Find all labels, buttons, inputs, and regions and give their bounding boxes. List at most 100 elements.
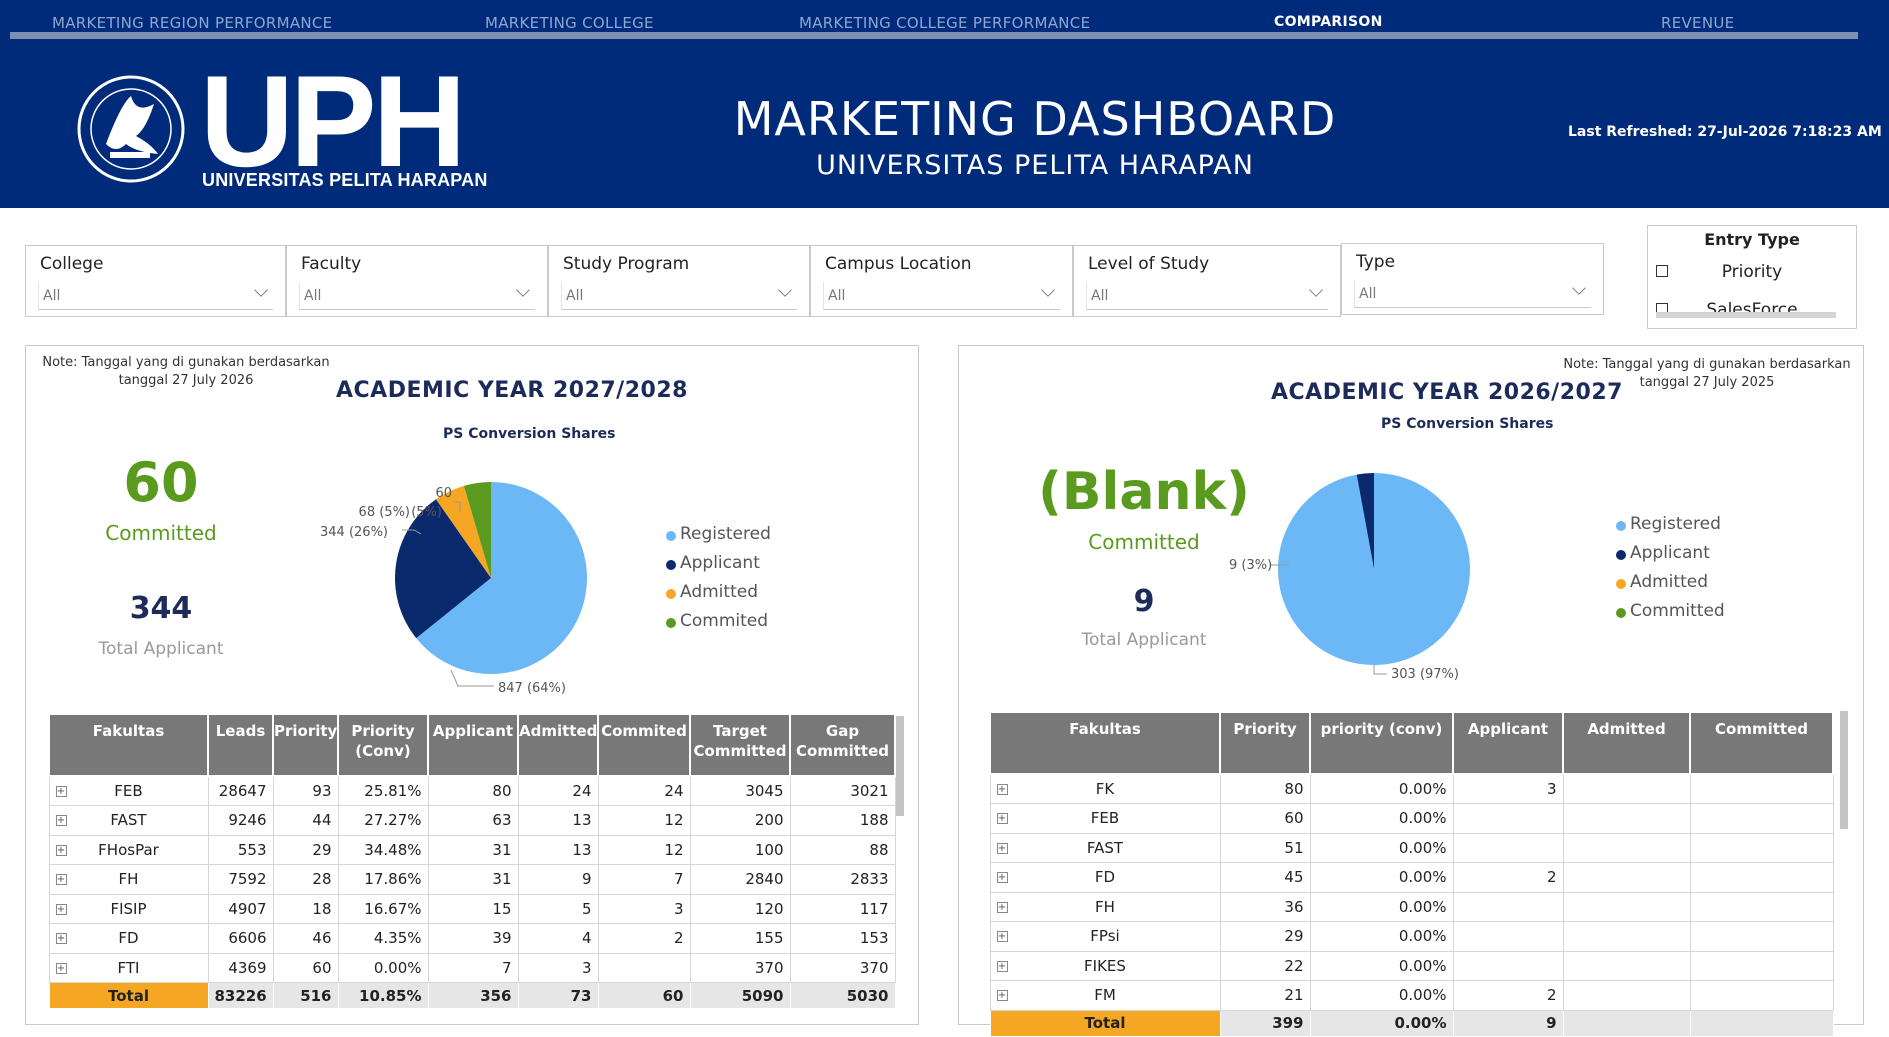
table-cell: 21 <box>1219 980 1311 1011</box>
pie-slice-commited[interactable] <box>463 482 491 578</box>
faculty-name: FHosPar <box>98 840 159 859</box>
college-dropdown[interactable]: All <box>38 282 273 310</box>
filter-study-program: Study Program All <box>548 245 810 317</box>
expand-icon[interactable]: + <box>55 786 67 797</box>
pie-slice-admitted[interactable] <box>436 485 491 578</box>
table-cell: 31 <box>427 864 519 895</box>
column-header[interactable]: Fakultas <box>989 711 1221 775</box>
faculty-cell: + FISIP <box>48 893 209 924</box>
expand-icon[interactable]: + <box>996 813 1008 824</box>
table-cell: 45 <box>1219 862 1311 893</box>
table-cell: 39 <box>427 923 519 954</box>
checkbox[interactable] <box>1656 265 1668 277</box>
nav-divider <box>10 32 1858 39</box>
legend-item-committed[interactable]: Committed <box>1616 601 1725 630</box>
table-cell: 80 <box>427 775 519 806</box>
expand-icon[interactable]: + <box>996 784 1008 795</box>
nav-revenue[interactable]: REVENUE <box>1661 14 1735 32</box>
committed-value: 60 <box>123 451 199 514</box>
column-header[interactable]: Priority (Conv) <box>337 713 429 777</box>
nav-comparison[interactable]: COMPARISON <box>1274 14 1383 30</box>
pie-slice-applicant[interactable] <box>395 499 491 639</box>
total-row: Total 83226 516 10.85% 356 73 60 5090 5030 <box>48 982 896 1009</box>
filter-label: Type <box>1356 252 1396 272</box>
pie-slice-registered[interactable] <box>416 482 587 674</box>
expand-icon[interactable]: + <box>55 844 67 856</box>
expand-icon[interactable]: + <box>55 815 67 826</box>
nav-marketing-region-performance[interactable]: MARKETING REGION PERFORMANCE <box>52 14 333 32</box>
legend-item-admitted[interactable]: Admitted <box>666 582 771 611</box>
column-header[interactable]: Priority <box>1219 711 1311 775</box>
expand-icon[interactable]: + <box>996 872 1008 883</box>
level-of-study-dropdown[interactable]: All <box>1086 282 1328 310</box>
table-cell: 553 <box>207 834 274 865</box>
expand-icon[interactable]: + <box>55 933 67 944</box>
legend-item-applicant[interactable]: Applicant <box>666 553 771 582</box>
entry-option-priority[interactable]: Priority <box>1648 262 1856 282</box>
legend-label: Commited <box>680 611 769 631</box>
column-header[interactable]: Admitted <box>1562 711 1691 775</box>
column-header[interactable]: Leads <box>207 713 274 777</box>
table-cell: 120 <box>689 893 791 924</box>
table-cell: 200 <box>689 805 791 836</box>
uph-logo-text: UPH <box>200 48 466 194</box>
table-vertical-scrollbar[interactable] <box>1840 711 1848 829</box>
faculty-dropdown[interactable]: All <box>299 282 535 310</box>
pie-data-label: 847 (64%) <box>498 681 566 696</box>
column-header[interactable]: Fakultas <box>48 713 209 777</box>
pie-slice-applicant[interactable] <box>1356 473 1374 569</box>
campus-location-dropdown[interactable]: All <box>823 282 1060 310</box>
total-cell: 356 <box>427 982 519 1009</box>
uph-emblem-icon <box>77 75 185 183</box>
faculty-name: FK <box>1095 780 1115 798</box>
horizontal-scrollbar[interactable] <box>1656 312 1836 318</box>
expand-icon[interactable]: + <box>55 903 67 915</box>
column-header[interactable]: Gap Committed <box>789 713 896 777</box>
study-program-dropdown[interactable]: All <box>561 282 797 310</box>
table-cell <box>1452 891 1564 922</box>
pie-label-leader <box>1373 665 1387 675</box>
table-cell <box>1562 891 1691 922</box>
table-cell: 60 <box>1219 803 1311 834</box>
expand-icon[interactable]: + <box>996 990 1008 1001</box>
column-header[interactable]: Commited <box>597 713 691 777</box>
table-cell <box>1689 950 1834 981</box>
column-header[interactable]: Committed <box>1689 711 1834 775</box>
faculty-name: FD <box>1094 868 1116 887</box>
legend-label: Admitted <box>1630 572 1708 592</box>
dropdown-value: All <box>1091 288 1109 304</box>
expand-icon[interactable]: + <box>996 960 1008 972</box>
table-cell: 7 <box>597 864 691 895</box>
table-cell: 29 <box>1219 921 1311 952</box>
expand-icon[interactable]: + <box>996 901 1008 913</box>
type-dropdown[interactable]: All <box>1354 280 1591 308</box>
column-header[interactable]: priority (conv) <box>1309 711 1454 775</box>
table-row: + FH 36 0.00% <box>989 891 1834 922</box>
dropdown-value: All <box>43 288 61 304</box>
table-cell <box>1689 832 1834 863</box>
legend-item-applicant[interactable]: Applicant <box>1616 543 1725 572</box>
expand-icon[interactable]: + <box>996 931 1008 942</box>
expand-icon[interactable]: + <box>55 874 67 885</box>
nav-marketing-college-performance[interactable]: MARKETING COLLEGE PERFORMANCE <box>799 14 1091 32</box>
expand-icon[interactable]: + <box>996 842 1008 854</box>
column-header[interactable]: Target Committed <box>689 713 791 777</box>
legend-item-admitted[interactable]: Admitted <box>1616 572 1725 601</box>
table-vertical-scrollbar[interactable] <box>896 716 904 816</box>
nav-marketing-college[interactable]: MARKETING COLLEGE <box>485 14 654 32</box>
legend-item-commited[interactable]: Commited <box>666 611 771 640</box>
column-header[interactable]: Priority <box>272 713 339 777</box>
column-header[interactable]: Admitted <box>517 713 599 777</box>
column-header[interactable]: Applicant <box>1452 711 1564 775</box>
table-cell: 3021 <box>789 775 896 806</box>
legend-label: Registered <box>1630 514 1721 534</box>
legend-item-registered[interactable]: Registered <box>666 524 771 553</box>
faculty-cell: + FH <box>989 891 1221 922</box>
expand-icon[interactable]: + <box>55 962 67 974</box>
uph-logo-subtitle: UNIVERSITAS PELITA HARAPAN <box>202 170 488 190</box>
page-subtitle: UNIVERSITAS PELITA HARAPAN <box>816 150 1254 181</box>
entry-type-title: Entry Type <box>1704 230 1800 249</box>
column-header[interactable]: Applicant <box>427 713 519 777</box>
table-cell <box>1562 980 1691 1011</box>
legend-item-registered[interactable]: Registered <box>1616 514 1725 543</box>
